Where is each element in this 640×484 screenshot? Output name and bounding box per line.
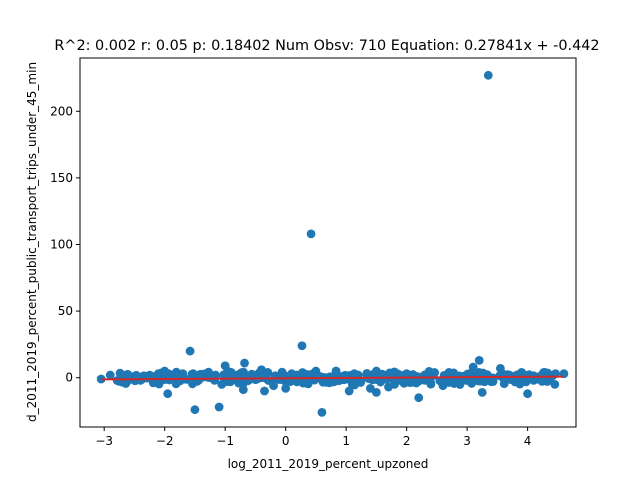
data-point [240,358,249,368]
data-point [287,369,297,379]
data-point [444,367,454,377]
data-point [523,389,533,399]
data-point [350,380,360,390]
data-point [476,376,485,386]
y-tick-label: 200 [50,104,73,118]
data-point [219,370,229,380]
data-point [483,70,493,80]
data-point [426,378,436,388]
data-point [117,370,127,380]
data-point [172,378,182,388]
data-point [257,365,266,375]
data-point [468,362,478,372]
data-point [317,407,327,417]
data-point [178,369,188,379]
x-tick-label: 2 [403,434,411,448]
y-axis-label: d_2011_2019_percent_public_transport_tri… [25,62,39,422]
data-point [403,377,412,387]
data-point [344,386,354,396]
data-point [365,383,375,393]
data-point [188,369,198,379]
data-point [402,369,412,379]
data-point [495,363,505,373]
data-point [486,377,496,387]
x-tick-label: 3 [463,434,471,448]
data-point [260,386,269,396]
data-point [505,370,514,380]
y-axis-ticks: 0 50 100 150 200 [50,104,80,385]
data-point [269,381,278,391]
data-point [105,370,115,380]
data-point [464,374,474,383]
data-point [185,346,195,356]
data-point [329,377,339,387]
x-tick-label: 4 [524,434,532,448]
data-point [188,379,197,389]
data-point [477,387,487,397]
data-point [163,389,173,399]
data-point [238,385,248,395]
x-tick-label: 1 [342,434,350,448]
x-tick-label: −1 [216,434,234,448]
data-point [281,383,291,393]
data-point [429,368,439,378]
data-point [226,367,236,377]
data-point [371,366,381,376]
data-point [417,374,427,384]
data-point [438,381,448,391]
data-point [550,379,560,389]
data-point [299,378,309,388]
x-tick-label: −2 [156,434,174,448]
x-axis-label: log_2011_2019_percent_upzoned [228,457,429,471]
data-point [414,393,424,403]
data-point [306,229,316,239]
data-point [220,361,230,371]
plot-frame [79,57,577,428]
data-point [529,375,539,385]
data-point [541,373,551,383]
data-point [339,375,349,385]
points-layer [96,70,569,417]
data-point [217,380,227,389]
data-point [202,370,212,380]
y-tick-label: 150 [50,171,73,185]
data-point [384,382,393,392]
y-tick-label: 0 [65,371,73,385]
y-tick-label: 50 [58,304,73,318]
data-point [297,341,307,351]
data-point [369,374,378,384]
data-point [214,402,224,412]
data-point [517,367,526,377]
x-axis-ticks: −3 −2 −1 0 1 2 3 4 [95,427,531,448]
data-point [298,368,307,377]
x-tick-label: −3 [95,434,113,448]
data-point [190,405,200,415]
regression-line [101,375,564,381]
data-point [311,366,321,376]
y-tick-label: 100 [50,237,73,251]
data-point [474,355,484,365]
x-tick-label: 0 [282,434,290,448]
data-point [160,366,170,376]
data-point [478,368,488,378]
data-point [136,375,145,385]
chart-title: R^2: 0.002 r: 0.05 p: 0.18402 Num Obsv: … [54,38,599,54]
